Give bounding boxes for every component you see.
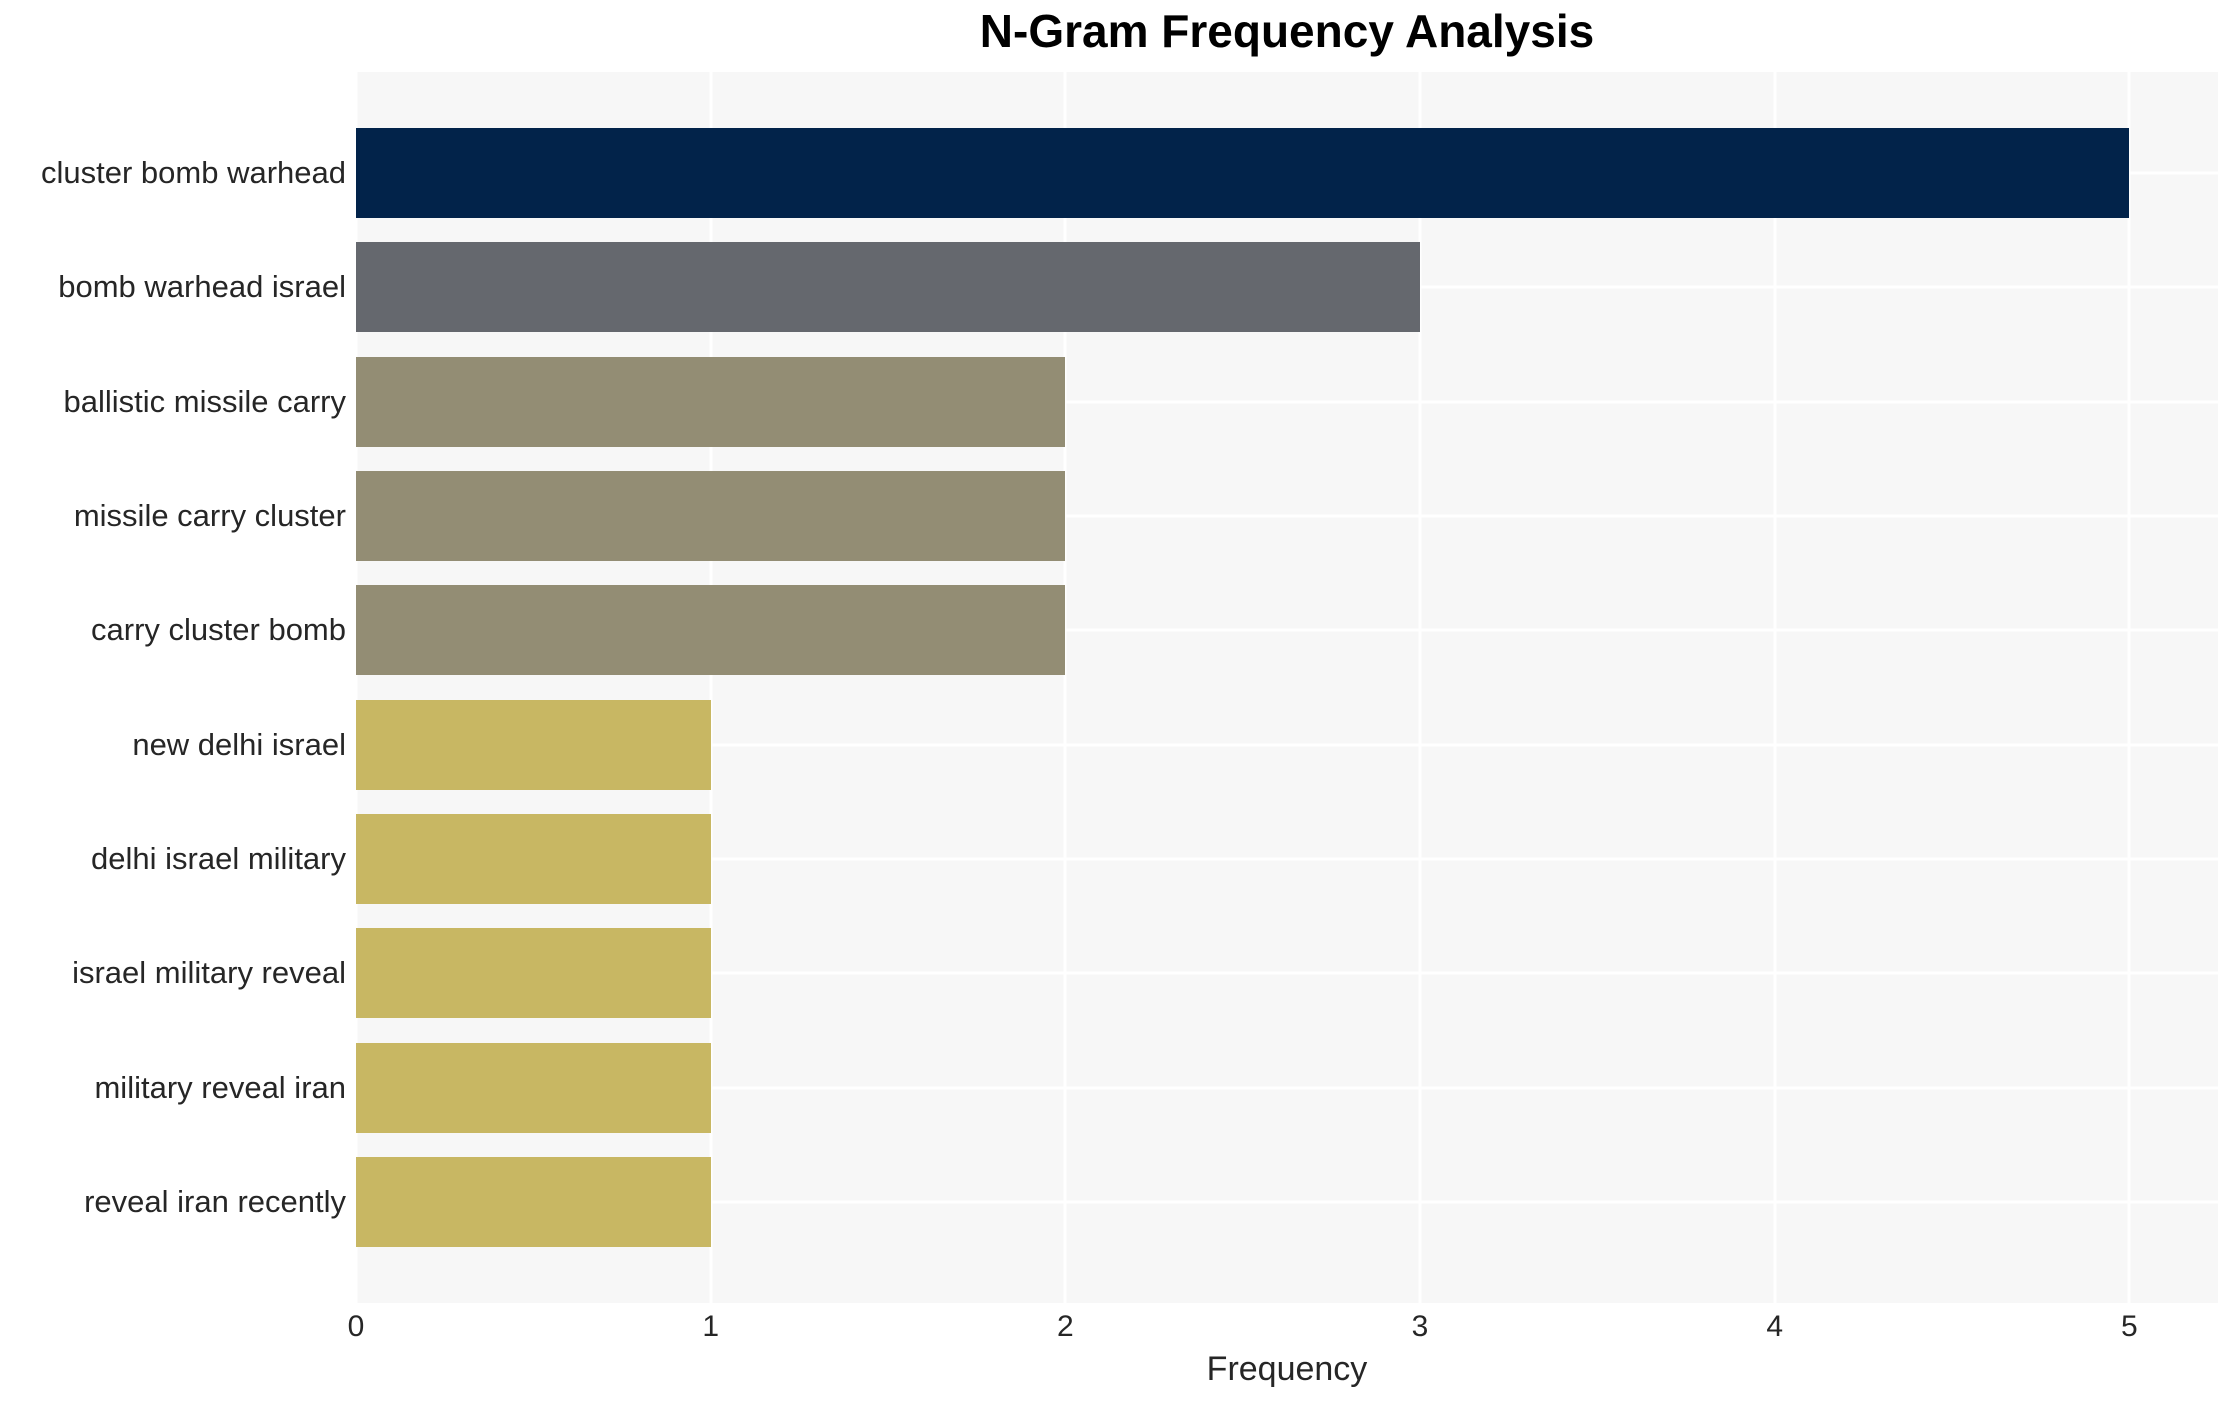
x-axis-label: Frequency — [1206, 1350, 1368, 1388]
gridline-v — [1418, 72, 1422, 1303]
category-label: ballistic missile carry — [63, 383, 346, 419]
category-label: reveal iran recently — [84, 1184, 346, 1219]
tick-label: 2 — [1056, 1310, 1074, 1343]
category-label: new delhi israel — [132, 726, 346, 762]
gridline-h — [356, 1200, 2218, 1204]
gridline-h — [356, 971, 2218, 975]
x-axis-ticks: 0 1 2 3 4 5 — [348, 1310, 2218, 1350]
category-label: carry cluster bomb — [91, 612, 346, 648]
category-label: israel military reveal — [72, 955, 346, 991]
bar — [356, 1042, 711, 1133]
plot-area — [354, 72, 2218, 1303]
bar — [356, 356, 1066, 447]
category-label: missile carry cluster — [73, 498, 346, 533]
gridline-h — [356, 628, 2218, 632]
bar — [356, 928, 711, 1019]
gridline-h — [356, 400, 2218, 404]
gridline-h — [356, 857, 2218, 861]
tick-label: 5 — [2120, 1310, 2138, 1343]
gridline-v — [2127, 72, 2131, 1303]
bar — [356, 128, 2130, 218]
gridline-v — [709, 72, 713, 1303]
gridline-h — [356, 743, 2218, 747]
category-label: delhi israel military — [91, 841, 346, 876]
bar — [356, 814, 711, 904]
category-label: cluster bomb warhead — [41, 155, 346, 190]
gridline-v — [1773, 72, 1777, 1303]
tick-label: 0 — [347, 1310, 365, 1343]
chart-title: N-Gram Frequency Analysis — [979, 5, 1595, 57]
category-label: military reveal iran — [94, 1069, 346, 1105]
bar — [356, 1157, 711, 1247]
y-axis-labels: cluster bomb warhead bomb warhead israel b… — [0, 72, 356, 1303]
bar — [356, 471, 1066, 561]
tick-label: 4 — [1766, 1310, 1783, 1343]
gridline-h — [356, 1086, 2218, 1090]
gridline-v — [354, 72, 358, 1303]
category-label: bomb warhead israel — [58, 269, 346, 305]
tick-label: 3 — [1411, 1310, 1429, 1343]
bar — [356, 585, 1066, 676]
gridline-v — [1063, 72, 1067, 1303]
tick-label: 1 — [702, 1310, 719, 1343]
bar — [356, 699, 711, 790]
bar — [356, 242, 1420, 333]
gridline-h — [356, 514, 2218, 518]
